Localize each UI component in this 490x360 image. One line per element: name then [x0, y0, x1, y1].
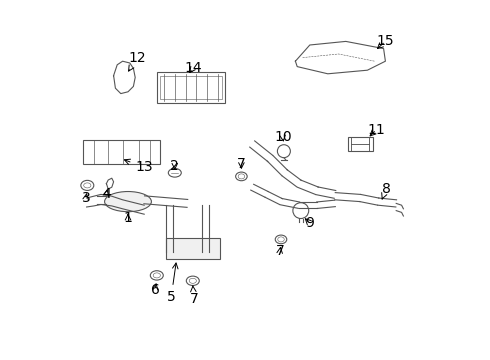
Text: 4: 4	[102, 187, 111, 201]
Text: 7: 7	[275, 244, 284, 258]
Text: 12: 12	[128, 51, 146, 71]
Text: 7: 7	[190, 286, 198, 306]
FancyBboxPatch shape	[166, 238, 220, 259]
Text: 2: 2	[171, 159, 179, 172]
Ellipse shape	[104, 192, 151, 212]
Text: 3: 3	[81, 191, 90, 205]
Text: 8: 8	[382, 182, 391, 199]
Text: 5: 5	[167, 263, 178, 304]
Text: 14: 14	[184, 62, 201, 75]
Text: 10: 10	[274, 130, 292, 144]
Text: 15: 15	[377, 35, 394, 49]
Text: 1: 1	[123, 211, 132, 225]
Text: 9: 9	[305, 216, 314, 230]
Text: 13: 13	[124, 159, 153, 174]
Text: 11: 11	[368, 123, 385, 136]
Text: 6: 6	[150, 283, 159, 297]
Text: 7: 7	[237, 157, 246, 171]
